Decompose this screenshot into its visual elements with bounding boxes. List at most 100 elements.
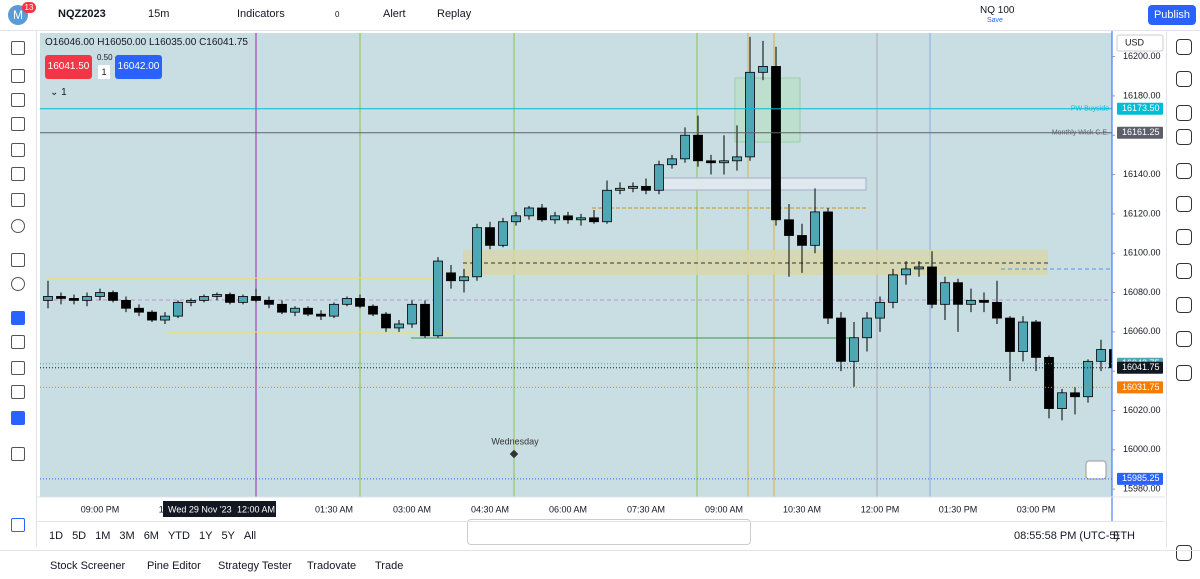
- range-bar: 1D 5D 1M 3M 6M YTD 1Y 5Y All 08:55:58 PM (UTC-5)…: [37, 521, 1165, 548]
- range-button[interactable]: YTD: [167, 530, 190, 542]
- range-button[interactable]: 1Y: [198, 530, 213, 542]
- quantity[interactable]: 1: [98, 65, 110, 79]
- tool-icon[interactable]: [11, 93, 25, 107]
- candle-body: [160, 315, 170, 321]
- side-icon[interactable]: [1176, 263, 1192, 279]
- publish-button[interactable]: Publish: [1148, 5, 1196, 25]
- range-button[interactable]: 5D: [72, 530, 87, 542]
- tool-icon[interactable]: [11, 311, 25, 325]
- candle-body: [524, 207, 534, 217]
- price-label-box: [1117, 381, 1163, 394]
- x-tick-label: 07:30 AM: [627, 504, 665, 514]
- indicators-button[interactable]: Indicators: [237, 8, 285, 20]
- tool-icon[interactable]: [11, 447, 25, 461]
- tool-icon[interactable]: [11, 335, 25, 349]
- side-icon[interactable]: [1176, 196, 1192, 212]
- y-tick-label: 15980.00: [1123, 484, 1161, 494]
- side-icon[interactable]: [1176, 129, 1192, 145]
- side-icon[interactable]: [1176, 545, 1192, 561]
- tab[interactable]: Tradovate: [307, 560, 357, 572]
- candle-body: [212, 294, 222, 297]
- side-icon[interactable]: [1176, 229, 1192, 245]
- left-toolbar: [0, 31, 37, 547]
- tool-icon[interactable]: [11, 41, 25, 55]
- side-icon[interactable]: [1176, 331, 1192, 347]
- tool-icon[interactable]: [11, 277, 25, 291]
- sell-button[interactable]: 16041.50: [45, 55, 92, 79]
- tab[interactable]: Trade: [375, 560, 404, 572]
- candle-body: [771, 66, 781, 221]
- candle-body: [1031, 321, 1041, 358]
- currency-box[interactable]: [1116, 34, 1164, 52]
- side-icon[interactable]: [1176, 365, 1192, 381]
- tool-icon[interactable]: [11, 167, 25, 181]
- y-tick-label: 16000.00: [1123, 444, 1161, 454]
- candle-body: [303, 307, 313, 315]
- range-button[interactable]: 6M: [143, 530, 159, 542]
- clock: 08:55:58 PM (UTC-5): [1014, 530, 1120, 542]
- buy-button[interactable]: 16042.00: [115, 55, 162, 79]
- candle-body: [147, 311, 157, 321]
- candle-body: [953, 282, 963, 305]
- range-button[interactable]: 3M: [119, 530, 135, 542]
- tool-icon[interactable]: [11, 411, 25, 425]
- candle-body: [485, 227, 495, 246]
- layout-name[interactable]: NQ 100: [980, 5, 1015, 16]
- x-tick-label: 01:30 AM: [315, 504, 353, 514]
- scroll-button[interactable]: [1085, 460, 1107, 480]
- side-icon[interactable]: [1176, 297, 1192, 313]
- candle-body: [862, 317, 872, 339]
- candle-body: [381, 313, 391, 329]
- range-button[interactable]: All: [243, 530, 257, 542]
- candle-body: [901, 268, 911, 276]
- tool-icon[interactable]: [11, 69, 25, 83]
- candle-body: [69, 298, 79, 301]
- tab[interactable]: Strategy Tester: [218, 560, 292, 572]
- candle-body: [394, 323, 404, 329]
- candle-body: [1070, 392, 1080, 398]
- side-icon[interactable]: [1176, 105, 1192, 121]
- candle-body: [615, 187, 625, 191]
- right-toolbar: [1166, 31, 1200, 561]
- side-icon[interactable]: [1176, 39, 1192, 55]
- tool-icon[interactable]: [11, 117, 25, 131]
- tool-icon[interactable]: [11, 143, 25, 157]
- candle-body: [914, 266, 924, 270]
- candle-body: [498, 221, 508, 246]
- tab[interactable]: Pine Editor: [147, 560, 201, 572]
- session[interactable]: ETH: [1113, 530, 1135, 542]
- replay-button[interactable]: Replay: [437, 8, 472, 20]
- candle-body: [459, 276, 469, 282]
- range-button[interactable]: 1D: [49, 530, 64, 542]
- tool-icon[interactable]: [11, 518, 25, 532]
- candle-body: [199, 296, 209, 301]
- candle-body: [1018, 321, 1028, 352]
- alert-button[interactable]: Alert: [383, 8, 406, 20]
- symbol[interactable]: NQZ2023: [58, 8, 106, 20]
- side-icon[interactable]: [1176, 71, 1192, 87]
- range-button[interactable]: 1M: [95, 530, 111, 542]
- side-icon[interactable]: [1176, 163, 1192, 179]
- candle-body: [1096, 349, 1106, 362]
- save-button[interactable]: Save: [987, 17, 1003, 24]
- drawing-toolbar[interactable]: [467, 519, 751, 545]
- candle-body: [420, 303, 430, 337]
- y-tick-label: 16200.00: [1123, 51, 1161, 61]
- tab[interactable]: Stock Screener: [50, 560, 126, 572]
- high: H16050.00: [97, 37, 147, 48]
- interval[interactable]: 15m: [148, 8, 170, 20]
- candle-body: [875, 301, 885, 319]
- tool-icon[interactable]: [11, 385, 25, 399]
- tool-icon[interactable]: [11, 253, 25, 267]
- x-tick-label: 03:00 AM: [393, 504, 431, 514]
- tool-icon[interactable]: [11, 193, 25, 207]
- candle-body: [680, 134, 690, 160]
- candle-body: [446, 272, 456, 282]
- range-button[interactable]: 5Y: [221, 530, 235, 542]
- candle-body: [810, 211, 820, 246]
- candle-body: [251, 296, 261, 301]
- tool-icon[interactable]: [11, 219, 25, 233]
- y-tick-label: 16120.00: [1123, 208, 1161, 218]
- tool-icon[interactable]: [11, 361, 25, 375]
- collapse-toggle[interactable]: ⌄ 1: [50, 87, 67, 98]
